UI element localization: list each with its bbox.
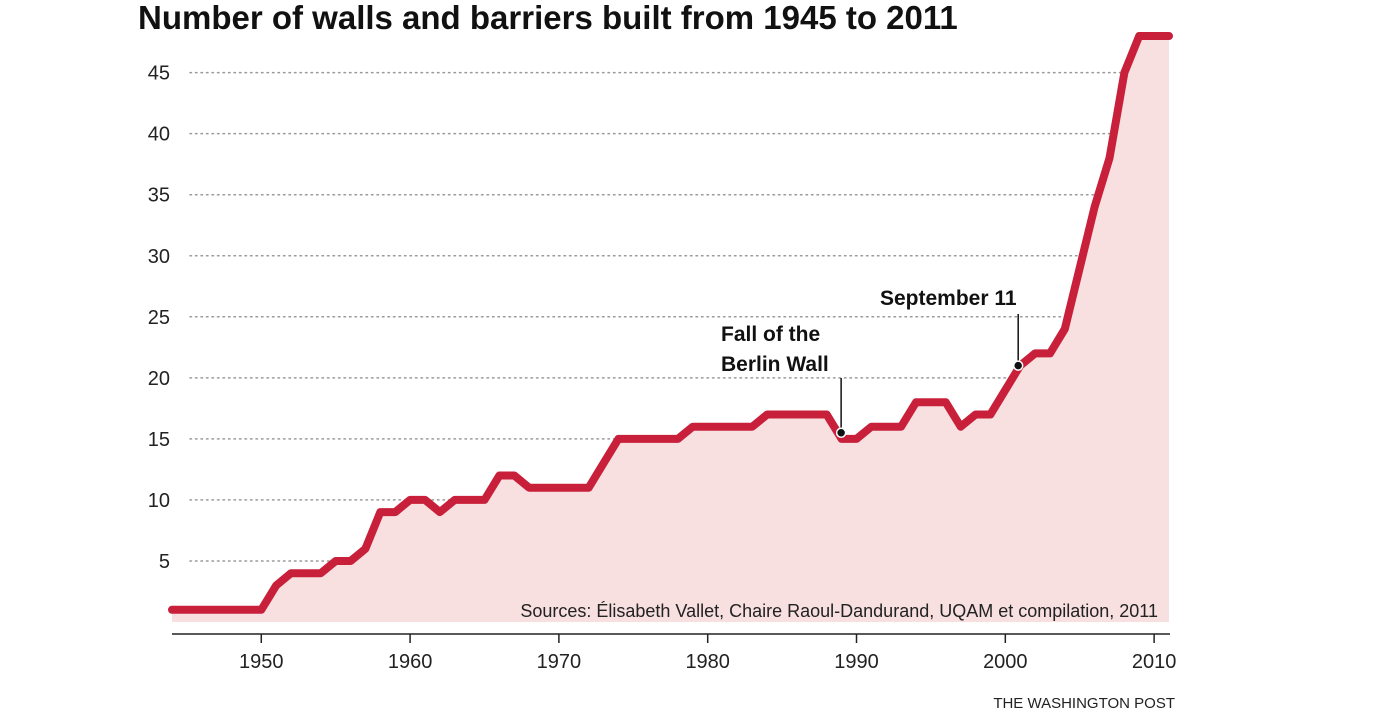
annotation-marker-september-11 [1012, 360, 1024, 371]
y-tick-label-45: 45 [148, 63, 170, 85]
area-fill-group [172, 36, 1169, 622]
series-line [168, 32, 1173, 614]
annotations: Fall of the Berlin Wall September 11 [721, 287, 1024, 439]
y-tick-label-10: 10 [148, 490, 170, 512]
x-tick-label-1970: 1970 [537, 651, 582, 673]
x-tick-label-1980: 1980 [685, 651, 730, 673]
y-tick-label-35: 35 [148, 185, 170, 207]
x-axis-ticks: 1950 1960 1970 1980 1990 2000 2010 [239, 634, 1176, 673]
x-tick-label-2010: 2010 [1132, 651, 1177, 673]
chart-title: Number of walls and barriers built from … [138, 0, 958, 36]
x-tick-label-2000: 2000 [983, 651, 1028, 673]
annotation-label-berlin-wall-2: Berlin Wall [721, 353, 829, 376]
source-note: Sources: Élisabeth Vallet, Chaire Raoul-… [520, 601, 1158, 621]
y-tick-label-25: 25 [148, 307, 170, 329]
x-tick-label-1990: 1990 [834, 651, 879, 673]
y-tick-label-40: 40 [148, 124, 170, 146]
y-axis-ticks: 5 10 15 20 25 30 35 40 45 [148, 63, 170, 573]
annotation-label-september-11: September 11 [880, 287, 1017, 310]
y-tick-label-30: 30 [148, 246, 170, 268]
publisher-credit: THE WASHINGTON POST [993, 695, 1175, 710]
annotation-marker-berlin-wall [835, 427, 847, 439]
x-tick-label-1950: 1950 [239, 651, 284, 673]
y-tick-label-15: 15 [148, 429, 170, 451]
series-line-group [168, 32, 1173, 614]
annotation-label-berlin-wall-1: Fall of the [721, 323, 820, 346]
area-fill [172, 36, 1169, 622]
x-tick-label-1960: 1960 [388, 651, 433, 673]
y-tick-label-5: 5 [159, 551, 170, 573]
y-tick-label-20: 20 [148, 368, 170, 390]
